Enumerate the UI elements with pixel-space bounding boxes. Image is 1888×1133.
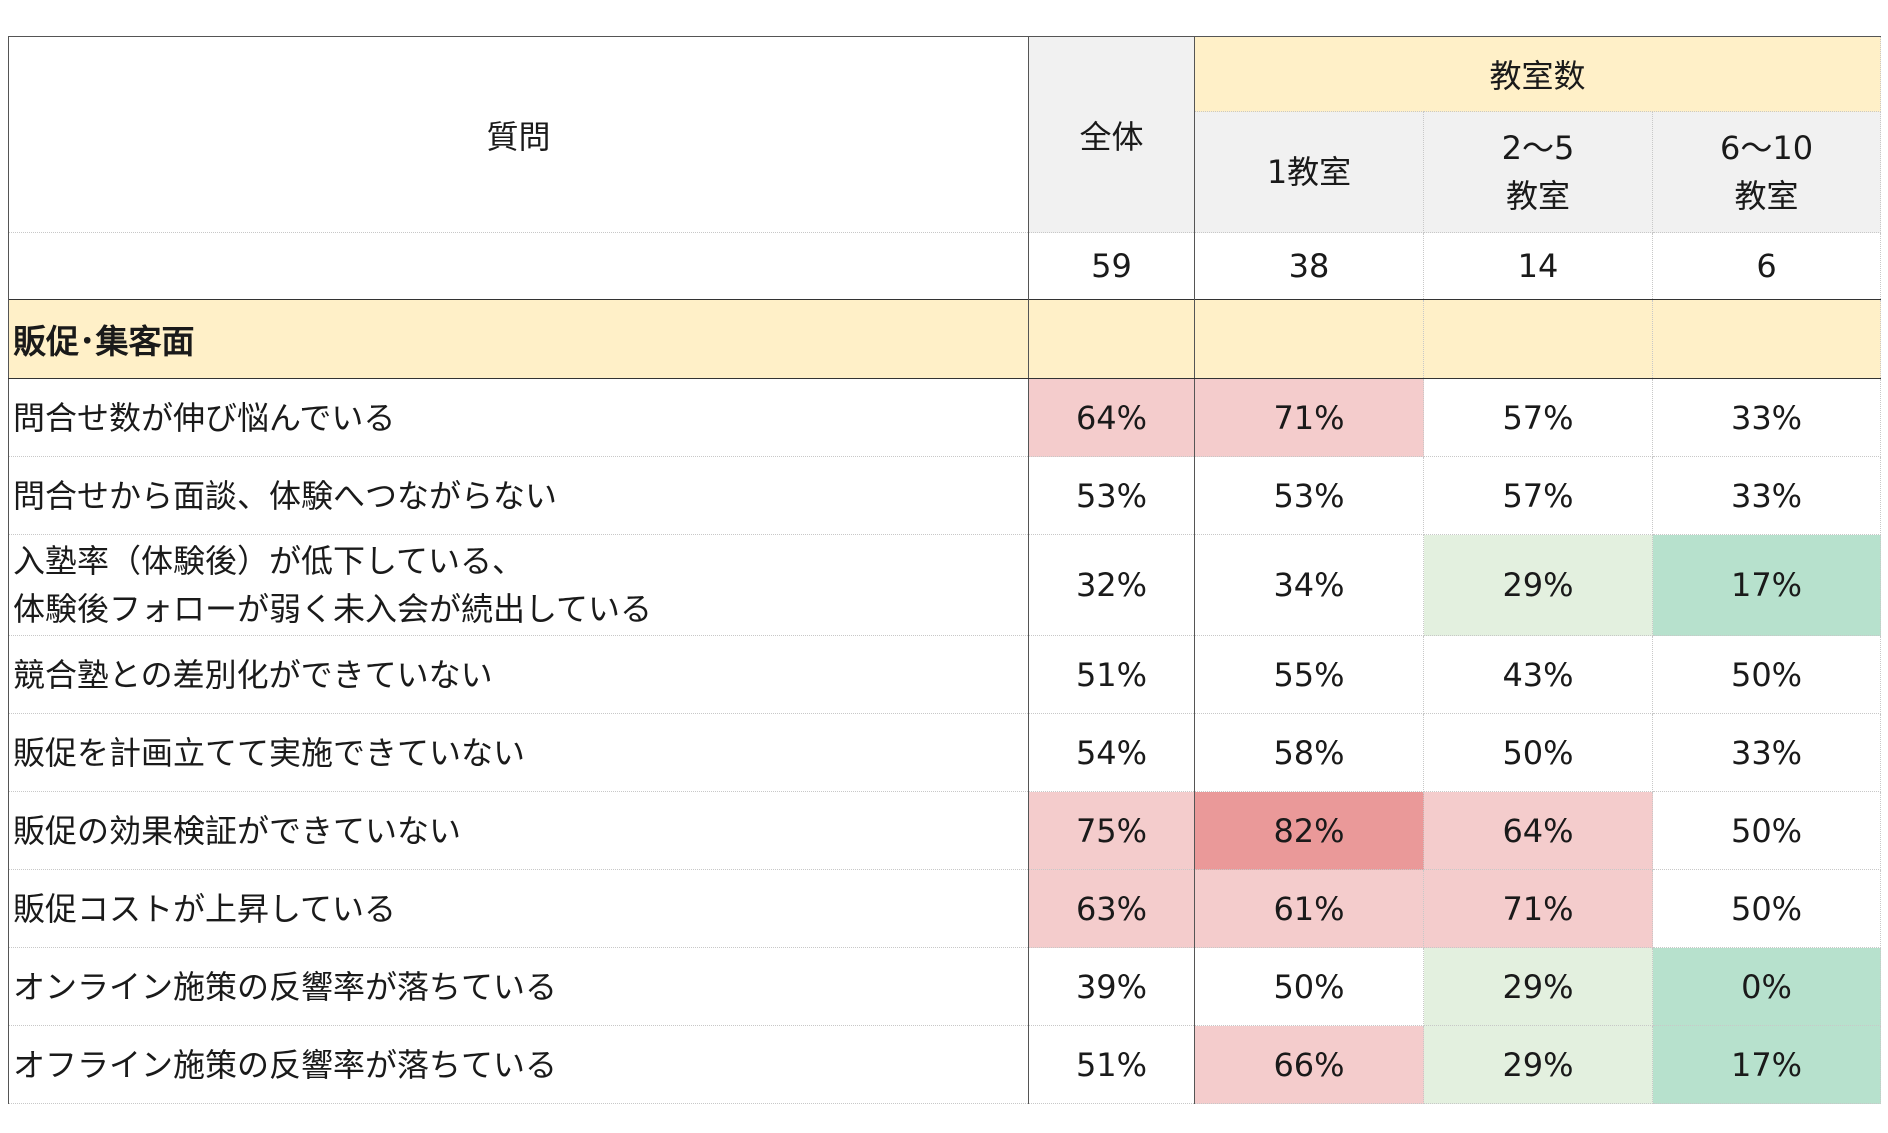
value-all: 75%: [1028, 791, 1195, 870]
table-row: 販促の効果検証ができていない 75% 82% 64% 50%: [8, 791, 1882, 870]
value-6-10-classrooms: 0%: [1652, 947, 1882, 1026]
section-cell: [1028, 299, 1195, 379]
value-6-10-classrooms: 50%: [1652, 791, 1882, 870]
value-1-classroom: 55%: [1194, 635, 1424, 714]
value-6-10-classrooms: 50%: [1652, 869, 1882, 948]
value-all: 54%: [1028, 713, 1195, 792]
header-6-10-classrooms: 6〜10 教室: [1652, 111, 1882, 233]
value-1-classroom: 53%: [1194, 456, 1424, 535]
value-1-classroom: 58%: [1194, 713, 1424, 792]
value-all: 64%: [1028, 378, 1195, 457]
value-6-10-classrooms: 33%: [1652, 378, 1882, 457]
table-row: 問合せ数が伸び悩んでいる 64% 71% 57% 33%: [8, 378, 1882, 457]
table-row: オフライン施策の反響率が落ちている 51% 66% 29% 17%: [8, 1025, 1882, 1104]
header-question: 質問: [8, 36, 1029, 233]
section-cell: [1194, 299, 1424, 379]
n-all: 59: [1028, 232, 1195, 300]
question-line: 体験後フォローが弱く未入会が続出している: [13, 590, 653, 628]
value-2-5-classrooms: 29%: [1423, 947, 1653, 1026]
header-all: 全体: [1028, 36, 1195, 233]
question-cell: 問合せから面談、体験へつながらない: [8, 456, 1029, 535]
header-2-5-line1: 2〜5: [1501, 129, 1575, 167]
value-all: 39%: [1028, 947, 1195, 1026]
value-all: 63%: [1028, 869, 1195, 948]
n-1-classroom: 38: [1194, 232, 1424, 300]
value-all: 53%: [1028, 456, 1195, 535]
question-cell: 問合せ数が伸び悩んでいる: [8, 378, 1029, 457]
question-cell: オンライン施策の反響率が落ちている: [8, 947, 1029, 1026]
value-6-10-classrooms: 17%: [1652, 534, 1882, 636]
value-1-classroom: 82%: [1194, 791, 1424, 870]
question-cell: 入塾率（体験後）が低下している、 体験後フォローが弱く未入会が続出している: [8, 534, 1029, 636]
question-cell: オフライン施策の反響率が落ちている: [8, 1025, 1029, 1104]
section-cell: [1423, 299, 1653, 379]
header-2-5-line2: 教室: [1505, 177, 1570, 215]
value-1-classroom: 66%: [1194, 1025, 1424, 1104]
value-6-10-classrooms: 50%: [1652, 635, 1882, 714]
value-all: 51%: [1028, 1025, 1195, 1104]
header-classroom-count: 教室数: [1194, 36, 1882, 112]
value-2-5-classrooms: 71%: [1423, 869, 1653, 948]
section-label: 販促･集客面: [8, 299, 1029, 379]
table-row: 競合塾との差別化ができていない 51% 55% 43% 50%: [8, 635, 1882, 714]
question-cell: 販促の効果検証ができていない: [8, 791, 1029, 870]
question-cell: 競合塾との差別化ができていない: [8, 635, 1029, 714]
value-2-5-classrooms: 43%: [1423, 635, 1653, 714]
value-6-10-classrooms: 17%: [1652, 1025, 1882, 1104]
n-question-blank: [8, 232, 1029, 300]
table-row: オンライン施策の反響率が落ちている 39% 50% 29% 0%: [8, 947, 1882, 1026]
header-6-10-line1: 6〜10: [1719, 129, 1814, 167]
value-6-10-classrooms: 33%: [1652, 456, 1882, 535]
value-1-classroom: 61%: [1194, 869, 1424, 948]
value-1-classroom: 50%: [1194, 947, 1424, 1026]
value-all: 32%: [1028, 534, 1195, 636]
value-1-classroom: 34%: [1194, 534, 1424, 636]
question-cell: 販促を計画立てて実施できていない: [8, 713, 1029, 792]
table-row: 入塾率（体験後）が低下している、 体験後フォローが弱く未入会が続出している 32…: [8, 534, 1882, 636]
header-6-10-line2: 教室: [1734, 177, 1799, 215]
question-cell: 販促コストが上昇している: [8, 869, 1029, 948]
table-row: 販促を計画立てて実施できていない 54% 58% 50% 33%: [8, 713, 1882, 792]
value-2-5-classrooms: 64%: [1423, 791, 1653, 870]
question-line: 入塾率（体験後）が低下している、: [13, 542, 525, 580]
header-1-classroom: 1教室: [1194, 111, 1424, 233]
value-2-5-classrooms: 57%: [1423, 456, 1653, 535]
value-1-classroom: 71%: [1194, 378, 1424, 457]
n-6-10-classrooms: 6: [1652, 232, 1882, 300]
table-row: 問合せから面談、体験へつながらない 53% 53% 57% 33%: [8, 456, 1882, 535]
value-6-10-classrooms: 33%: [1652, 713, 1882, 792]
value-2-5-classrooms: 57%: [1423, 378, 1653, 457]
header-2-5-classrooms: 2〜5 教室: [1423, 111, 1653, 233]
section-row: 販促･集客面: [8, 299, 1882, 379]
value-2-5-classrooms: 50%: [1423, 713, 1653, 792]
survey-results-table: 質問 全体 教室数 1教室 2〜5 教室 6〜10 教室 59 38 14 6 …: [8, 36, 1882, 1104]
value-2-5-classrooms: 29%: [1423, 534, 1653, 636]
table-row: 販促コストが上昇している 63% 61% 71% 50%: [8, 869, 1882, 948]
value-all: 51%: [1028, 635, 1195, 714]
n-2-5-classrooms: 14: [1423, 232, 1653, 300]
value-2-5-classrooms: 29%: [1423, 1025, 1653, 1104]
section-cell: [1652, 299, 1882, 379]
